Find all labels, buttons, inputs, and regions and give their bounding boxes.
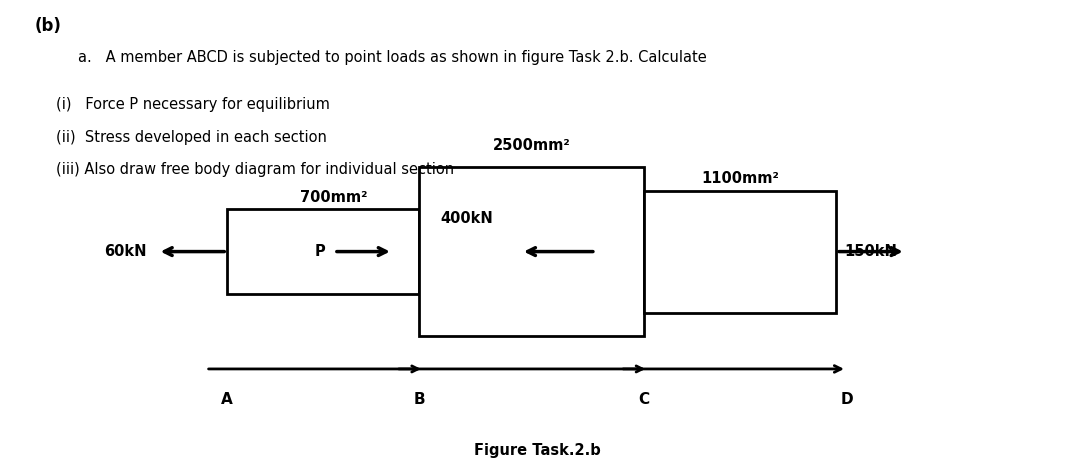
Text: (b): (b) [34, 17, 61, 35]
Text: C: C [638, 392, 650, 408]
Text: (iii) Also draw free body diagram for individual section: (iii) Also draw free body diagram for in… [56, 162, 454, 177]
Text: 2500mm²: 2500mm² [493, 138, 570, 153]
Text: 150kN: 150kN [845, 244, 898, 259]
Text: B: B [413, 392, 425, 408]
Text: 700mm²: 700mm² [301, 190, 367, 205]
Text: (i)   Force P necessary for equilibrium: (i) Force P necessary for equilibrium [56, 97, 330, 112]
Text: Figure Task.2.b: Figure Task.2.b [474, 443, 600, 458]
Bar [643, 190, 837, 313]
Text: a.   A member ABCD is subjected to point loads as shown in figure Task 2.b. Calc: a. A member ABCD is subjected to point l… [77, 50, 707, 65]
Text: 1100mm²: 1100mm² [701, 171, 779, 186]
Text: D: D [841, 392, 853, 408]
Bar [228, 209, 420, 294]
Text: (ii)  Stress developed in each section: (ii) Stress developed in each section [56, 130, 328, 144]
Text: P: P [315, 244, 325, 259]
Text: 400kN: 400kN [440, 211, 494, 226]
Text: 60kN: 60kN [104, 244, 147, 259]
Text: A: A [221, 392, 233, 408]
Bar [420, 167, 643, 336]
